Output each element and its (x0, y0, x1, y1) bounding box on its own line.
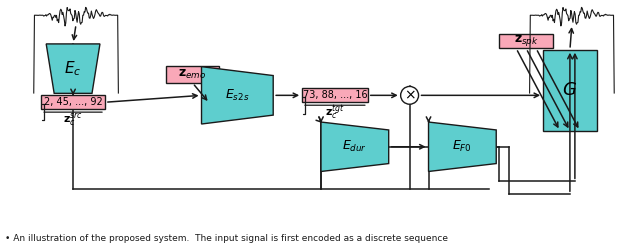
Polygon shape (202, 67, 273, 124)
FancyBboxPatch shape (41, 95, 105, 109)
Circle shape (401, 86, 419, 104)
Text: $E_{F0}$: $E_{F0}$ (452, 139, 472, 154)
Text: $E_c$: $E_c$ (65, 59, 82, 78)
Text: $G$: $G$ (563, 82, 577, 100)
Text: $\mathbf{z}_{spk}$: $\mathbf{z}_{spk}$ (514, 34, 538, 48)
Polygon shape (429, 122, 496, 172)
Text: • An illustration of the proposed system.  The input signal is first encoded as : • An illustration of the proposed system… (5, 234, 449, 243)
FancyBboxPatch shape (543, 50, 596, 131)
Text: $\mathbf{z}_c^{src}$: $\mathbf{z}_c^{src}$ (63, 112, 83, 128)
Polygon shape (46, 44, 100, 93)
Text: $\mathbf{z}_c^{tgt}$: $\mathbf{z}_c^{tgt}$ (325, 104, 345, 122)
FancyBboxPatch shape (166, 66, 220, 83)
Polygon shape (321, 122, 388, 172)
Text: $E_{dur}$: $E_{dur}$ (342, 139, 367, 154)
FancyBboxPatch shape (302, 88, 368, 102)
Text: $E_{s2s}$: $E_{s2s}$ (225, 88, 250, 103)
Text: $\times$: $\times$ (404, 88, 415, 102)
Text: 2, 45, ..., 92: 2, 45, ..., 92 (44, 97, 102, 107)
FancyBboxPatch shape (499, 34, 553, 48)
Text: $\mathbf{z}_{emo}$: $\mathbf{z}_{emo}$ (179, 68, 207, 81)
Text: 73, 88, ..., 16: 73, 88, ..., 16 (303, 90, 367, 100)
